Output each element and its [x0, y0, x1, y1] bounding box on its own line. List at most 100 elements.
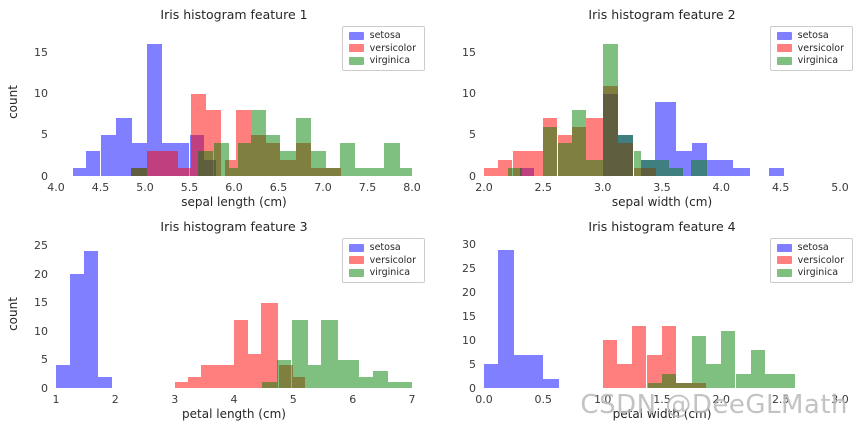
plot-area: sepal length (cm) 4.0 4.5 5.0 5.5 6.0 6.5 7.0 7… [34, 28, 421, 209]
histogram-bar-virginica [640, 159, 670, 176]
plot-area: sepal width (cm) 2.0 2.5 3.0 3.5 4.0 4.5 5.0 0 5… [462, 28, 849, 209]
watermark: CSDN @DeeGLMath [580, 390, 848, 420]
histogram-bar-virginica [751, 349, 766, 388]
x-tick-label: 7.0 [314, 181, 332, 194]
histogram-bar-setosa [543, 378, 559, 388]
legend-item: setosa [348, 242, 416, 253]
x-tick-label: 2 [111, 393, 119, 406]
legend-swatch-virginica [348, 56, 364, 65]
chart-title: Iris histogram feature 4 [588, 219, 736, 234]
histogram-bar-setosa [654, 102, 677, 176]
histogram-bar-virginica [618, 134, 634, 176]
histogram-bar-virginica [691, 335, 706, 388]
legend-label: virginica [797, 267, 839, 278]
x-tick-label: 5.0 [831, 181, 849, 194]
legend-label: versicolor [369, 42, 416, 54]
histogram-bar-virginica [311, 151, 326, 176]
legend-label: setosa [369, 242, 401, 253]
histogram-bar-setosa [72, 167, 87, 176]
legend-item: versicolor [348, 42, 416, 54]
plot-area: petal width (cm) 0.0 0.5 1.0 1.5 2.0 2.5 3.0 0 5… [462, 238, 849, 421]
legend: setosa versicolor virginica [769, 238, 853, 283]
legend-swatch-setosa [348, 243, 364, 252]
histogram-bar-virginica [373, 370, 389, 388]
histogram-bar-virginica [228, 167, 238, 176]
legend-swatch-setosa [348, 31, 364, 40]
histogram-bar-virginica [669, 167, 684, 176]
legend: setosa versicolor virginica [341, 26, 425, 71]
subplot-sepal-length: Iris histogram feature 1 count sepal len… [0, 0, 428, 212]
x-tick-label: 6.5 [269, 181, 288, 194]
chart-title: Iris histogram feature 3 [160, 219, 308, 234]
x-tick-label: 5 [289, 393, 297, 406]
legend-swatch-versicolor [348, 256, 364, 265]
histogram-bar-versicolor [616, 364, 633, 388]
y-tick-label: 25 [34, 239, 48, 253]
histogram-bar-virginica [705, 364, 722, 388]
histogram-bar-virginica [400, 167, 412, 176]
x-axis-label: petal length (cm) [182, 407, 286, 421]
histogram-bar-virginica [557, 143, 572, 176]
histogram-bar-virginica [130, 167, 147, 176]
histogram-bar-setosa [131, 143, 147, 176]
y-tick-label: 10 [34, 87, 48, 101]
x-tick-label: 4 [230, 393, 238, 406]
y-tick-label: 0 [41, 381, 48, 395]
histogram-bar-virginica [198, 151, 214, 176]
histogram-bar-setosa [98, 376, 113, 388]
x-tick-label: 7.5 [358, 181, 377, 194]
x-tick-label: 2.0 [712, 393, 731, 406]
histogram-bar-virginica [735, 373, 751, 388]
y-tick-label: 5 [41, 128, 48, 142]
x-axis-label: sepal width (cm) [611, 195, 713, 209]
y-tick-label: 15 [462, 46, 476, 60]
histogram-bar-virginica [662, 373, 677, 388]
histogram-bar-virginica [602, 44, 619, 176]
histogram-bar-setosa [513, 354, 544, 388]
histogram-bar-virginica [276, 359, 292, 388]
legend-label: versicolor [369, 254, 416, 266]
x-tick-label: 4.0 [712, 181, 731, 194]
chart-title: Iris histogram feature 1 [160, 7, 308, 22]
histogram-bar-virginica [250, 110, 266, 176]
histogram-bar-virginica [291, 319, 308, 388]
x-axis-label: sepal length (cm) [181, 195, 287, 209]
histogram-bar-setosa [484, 364, 499, 388]
x-tick-label: 0.5 [534, 393, 553, 406]
y-tick-label: 20 [34, 267, 48, 281]
x-axis-label: petal width (cm) [612, 407, 712, 421]
histogram-bar-virginica [307, 365, 321, 388]
x-tick-label: 5.0 [136, 181, 154, 194]
y-tick-label: 10 [462, 87, 476, 101]
histogram-bar-versicolor [177, 167, 192, 176]
histogram-bar-setosa [86, 151, 101, 176]
x-tick-label: 5.5 [180, 181, 199, 194]
histogram-bar-setosa [115, 118, 132, 176]
histogram-bar-virginica [237, 143, 251, 176]
x-tick-label: 4.0 [47, 181, 65, 194]
histogram-bar-setosa [733, 167, 750, 176]
legend-item: virginica [348, 268, 416, 278]
histogram-bar-virginica [213, 143, 229, 176]
histogram-bar-setosa [498, 249, 514, 388]
histogram-bar-virginica [543, 126, 558, 176]
legend-item: versicolor [348, 254, 416, 266]
histogram-bar-virginica [721, 330, 736, 388]
legend-item: virginica [776, 56, 844, 66]
y-tick-label: 5 [469, 128, 476, 142]
x-tick-label: 2.5 [534, 181, 553, 194]
histogram-bar-virginica [337, 359, 359, 388]
legend-swatch-setosa [776, 243, 792, 252]
histogram-bar-virginica [586, 159, 603, 176]
histogram-bar-virginica [384, 143, 401, 176]
histogram-bar-versicolor [646, 354, 662, 388]
x-tick-label: 7 [408, 393, 416, 406]
legend-label: versicolor [797, 254, 844, 266]
histogram-bar-setosa [100, 134, 116, 176]
histogram-bar-virginica [388, 382, 412, 388]
y-tick-label: 10 [34, 324, 48, 338]
legend-item: virginica [348, 56, 416, 66]
chart-title: Iris histogram feature 2 [588, 7, 736, 22]
legend-swatch-virginica [348, 268, 364, 277]
